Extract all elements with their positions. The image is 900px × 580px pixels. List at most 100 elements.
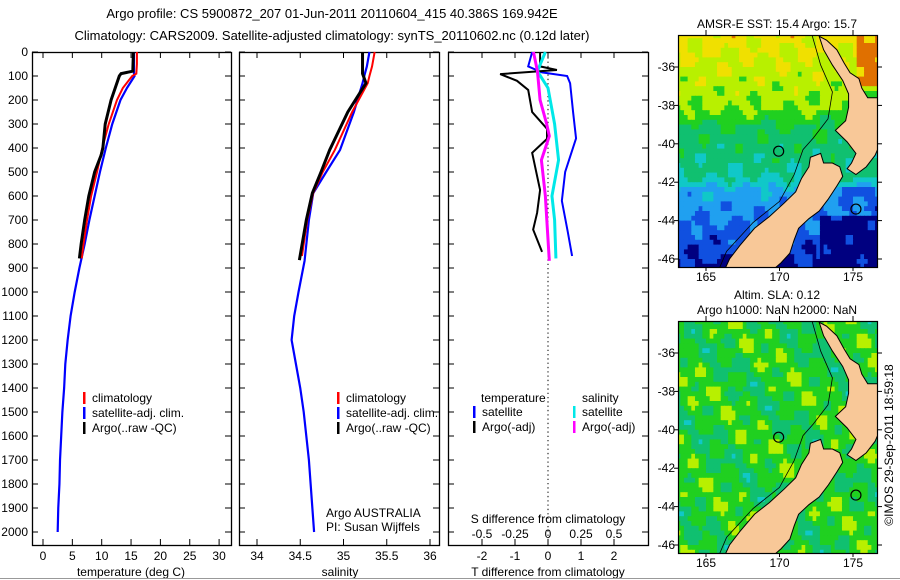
sla-cell xyxy=(691,463,696,469)
sla-cell xyxy=(702,348,707,354)
sst-cell xyxy=(691,43,696,49)
sst-cell xyxy=(860,211,865,217)
sst-cell xyxy=(779,191,784,198)
sst-cell xyxy=(841,110,847,116)
sst-cell xyxy=(731,129,736,135)
sst-cell xyxy=(867,201,872,207)
plot-frame xyxy=(238,51,441,547)
sst-cell xyxy=(713,124,718,130)
sla-cell xyxy=(731,429,736,436)
sst-cell xyxy=(683,230,689,236)
sla-cell xyxy=(750,377,755,383)
sst-cell xyxy=(816,47,821,54)
sst-cell xyxy=(713,76,718,82)
depth-tick-label: 1400 xyxy=(1,381,28,395)
sla-cell xyxy=(808,420,814,426)
sla-cell xyxy=(764,468,770,474)
sla-cell xyxy=(720,453,725,460)
sst-cell xyxy=(841,148,847,154)
sla-cell xyxy=(801,372,806,378)
sla-cell xyxy=(694,415,700,421)
sst-cell xyxy=(687,201,692,207)
sla-cell xyxy=(805,405,810,412)
sla-cell xyxy=(739,415,744,421)
sla-cell xyxy=(757,449,762,455)
sst-cell xyxy=(841,167,847,174)
sst-cell xyxy=(768,110,773,116)
sla-cell xyxy=(706,463,711,469)
sst-cell xyxy=(875,163,877,169)
sst-cell xyxy=(797,263,803,267)
sla-cell xyxy=(720,449,725,455)
sst-cell xyxy=(856,43,861,49)
sla-cell xyxy=(841,321,847,325)
sla-cell xyxy=(830,477,836,484)
sst-cell xyxy=(720,67,725,73)
sla-cell xyxy=(812,429,817,436)
sla-cell xyxy=(698,377,703,383)
sst-cell xyxy=(834,225,839,231)
sst-cell xyxy=(819,105,825,111)
sla-cell xyxy=(713,353,718,359)
sst-cell xyxy=(805,134,810,140)
sla-cell xyxy=(841,449,847,455)
sst-cell xyxy=(794,182,799,188)
sla-cell xyxy=(775,453,781,460)
sst-cell xyxy=(860,57,865,63)
sla-cell xyxy=(757,405,762,412)
sla-cell xyxy=(728,477,733,484)
sla-cell xyxy=(786,329,792,335)
sla-cell xyxy=(717,353,722,359)
sst-cell xyxy=(812,81,817,87)
sla-cell xyxy=(753,449,759,455)
sst-cell xyxy=(750,124,755,130)
sla-cell xyxy=(875,377,877,383)
sst-cell xyxy=(717,100,722,106)
sla-cell xyxy=(841,396,847,402)
sla-cell xyxy=(713,357,718,364)
sla-cell xyxy=(698,477,703,484)
sla-cell xyxy=(678,377,681,383)
sst-cell xyxy=(717,239,722,246)
lat-tick-label: -42 xyxy=(658,175,676,189)
sla-cell xyxy=(742,463,748,469)
sla-cell xyxy=(702,321,707,325)
sst-cell xyxy=(797,158,803,164)
sla-cell xyxy=(735,381,740,388)
sla-cell xyxy=(739,439,744,445)
sla-cell xyxy=(797,439,803,445)
sst-cell xyxy=(698,134,703,140)
sla-cell xyxy=(746,348,751,354)
sst-cell xyxy=(706,35,711,39)
sst-cell xyxy=(864,230,869,236)
sst-cell xyxy=(845,263,850,267)
sst-cell xyxy=(856,52,861,58)
sla-cell xyxy=(816,367,821,373)
sst-cell xyxy=(779,129,784,135)
sst-cell xyxy=(691,38,696,44)
sst-cell xyxy=(775,67,781,73)
sla-cell xyxy=(691,439,696,445)
sst-cell xyxy=(845,153,850,159)
sst-cell xyxy=(731,244,736,250)
sst-cell xyxy=(768,67,773,73)
sst-cell xyxy=(678,119,681,126)
sla-cell xyxy=(702,367,707,373)
sla-cell xyxy=(698,453,703,460)
sla-cell xyxy=(731,415,736,421)
sst-cell xyxy=(678,143,681,150)
sla-cell xyxy=(678,444,681,450)
sla-cell xyxy=(819,348,825,354)
sst-cell xyxy=(779,115,784,121)
sst-cell xyxy=(845,235,850,241)
sla-cell xyxy=(775,381,781,388)
sst-cell xyxy=(746,62,751,68)
sla-cell xyxy=(768,463,773,469)
sst-cell xyxy=(801,62,806,68)
sla-cell xyxy=(871,367,876,373)
sla-cell xyxy=(830,357,836,364)
sst-cell xyxy=(764,158,770,164)
sst-cell xyxy=(801,124,806,130)
sst-cell xyxy=(853,47,858,54)
sla-cell xyxy=(742,458,748,464)
